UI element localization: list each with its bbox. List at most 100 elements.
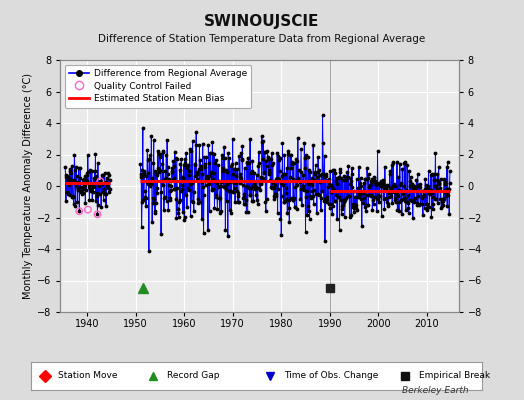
Point [187, 180, 195, 186]
Point [249, 198, 257, 205]
Point [406, 183, 414, 189]
Point [263, 196, 271, 202]
Point [430, 176, 439, 183]
Point [198, 171, 206, 178]
Point [325, 205, 334, 211]
Point [268, 150, 276, 156]
Point [206, 172, 215, 179]
Point [385, 190, 394, 196]
Point [253, 184, 261, 191]
Point [93, 211, 102, 218]
Point [174, 214, 183, 220]
Point [398, 166, 407, 172]
Point [374, 196, 383, 202]
Point [267, 184, 275, 190]
Point [260, 149, 269, 155]
Point [85, 184, 93, 191]
Point [105, 189, 113, 196]
Point [250, 182, 259, 189]
Point [63, 188, 71, 195]
Point [347, 171, 356, 178]
Point [179, 209, 187, 215]
Point [143, 179, 151, 185]
Point [295, 178, 303, 184]
Point [137, 171, 145, 177]
Point [217, 207, 225, 214]
Point [187, 148, 195, 154]
Point [277, 232, 286, 238]
Point [343, 188, 351, 195]
Point [156, 151, 165, 158]
Point [329, 203, 337, 209]
Point [206, 169, 215, 176]
Point [343, 193, 352, 200]
Point [438, 199, 446, 205]
Point [377, 182, 385, 189]
Point [361, 176, 369, 182]
Point [400, 160, 409, 166]
Point [256, 180, 265, 186]
Point [199, 184, 208, 190]
Point [307, 194, 315, 201]
Point [208, 186, 216, 193]
Point [345, 214, 354, 220]
Point [354, 194, 362, 200]
Point [201, 164, 210, 170]
Point [96, 178, 104, 184]
Point [287, 152, 295, 158]
Point [236, 180, 244, 186]
Point [84, 181, 93, 188]
Point [279, 198, 288, 205]
Text: Record Gap: Record Gap [167, 372, 219, 380]
Point [233, 166, 242, 172]
Point [149, 137, 158, 144]
Point [421, 186, 429, 192]
Point [212, 192, 220, 198]
Point [191, 162, 200, 168]
Point [365, 183, 374, 190]
Point [443, 159, 452, 165]
Point [66, 166, 74, 172]
Point [247, 170, 255, 176]
Point [212, 194, 220, 200]
Point [231, 199, 239, 205]
Point [140, 171, 149, 178]
Point [422, 200, 431, 207]
Point [309, 142, 318, 148]
Point [97, 172, 106, 178]
Point [341, 197, 350, 204]
Point [176, 167, 184, 173]
Point [69, 194, 78, 200]
Point [285, 218, 293, 225]
Point [237, 157, 246, 163]
Point [285, 197, 293, 204]
Point [176, 196, 184, 203]
Point [204, 141, 213, 148]
Point [333, 175, 342, 182]
Point [326, 201, 335, 207]
Point [423, 185, 432, 192]
Point [343, 169, 352, 176]
Point [416, 184, 424, 191]
Point [64, 182, 73, 188]
Point [80, 173, 89, 180]
Point [153, 190, 161, 196]
Point [232, 173, 240, 180]
Point [192, 129, 201, 136]
Point [372, 180, 380, 186]
Point [248, 168, 256, 174]
Point [287, 165, 296, 171]
Point [401, 198, 410, 204]
Point [208, 139, 216, 146]
Point [202, 154, 211, 160]
Point [381, 182, 389, 189]
Point [72, 164, 80, 170]
Point [419, 188, 428, 194]
Point [207, 169, 215, 176]
Point [163, 164, 172, 170]
Point [181, 159, 190, 166]
Point [222, 181, 231, 187]
Point [143, 173, 151, 179]
Point [280, 152, 289, 158]
Point [356, 191, 364, 198]
